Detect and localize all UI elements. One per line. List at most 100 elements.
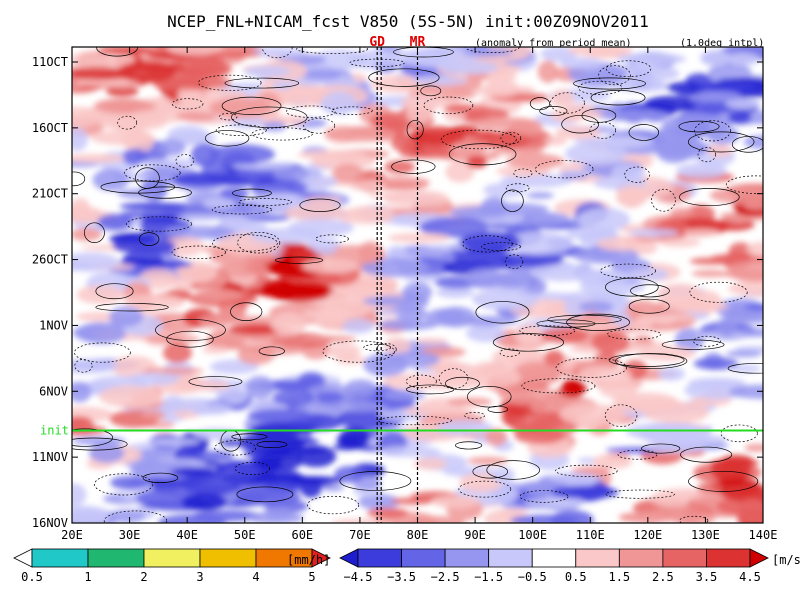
x-axis: 20E 30E 40E 50E 60E 70E 80E 90E 100E 110E 120E 130E… xyxy=(61,47,777,542)
contour xyxy=(258,346,285,356)
anomaly-patch xyxy=(202,198,236,209)
marker-label-mr: MR xyxy=(410,35,426,50)
anomaly-patch xyxy=(696,90,742,102)
contour xyxy=(466,386,512,408)
plot-area xyxy=(72,47,763,523)
anomaly-patch xyxy=(596,235,641,251)
anomaly-patch xyxy=(519,481,555,492)
colorbar-swatch xyxy=(618,548,664,568)
colorbar-swatch xyxy=(662,548,707,568)
colorbar-tick-label: 3 xyxy=(196,570,203,584)
anomaly-patch xyxy=(440,61,499,75)
anomaly-patch xyxy=(219,187,250,199)
contour xyxy=(221,96,282,115)
anomaly-patch xyxy=(485,223,526,231)
anomaly-patch xyxy=(490,147,545,155)
anomaly-patch xyxy=(746,241,763,257)
anomaly-patch xyxy=(327,401,389,412)
x-tick-label: 20E xyxy=(61,528,83,542)
anomaly-patch xyxy=(361,258,430,278)
anomaly-patch xyxy=(97,213,133,231)
anomaly-patch xyxy=(174,380,231,392)
anomaly-patch xyxy=(358,241,384,264)
contour xyxy=(448,143,517,166)
anomaly-patch xyxy=(370,75,426,93)
colorbar-tick-label: −0.5 xyxy=(518,570,547,584)
anomaly-patch xyxy=(119,257,166,265)
anomaly-patch xyxy=(468,366,522,390)
colorbar-swatch xyxy=(401,548,446,568)
contour xyxy=(363,343,392,352)
anomaly-patch xyxy=(327,343,361,359)
anomaly-patch xyxy=(162,342,192,364)
anomaly-patch xyxy=(92,168,129,192)
anomaly-patch xyxy=(436,420,493,436)
anomaly-patch xyxy=(119,202,186,211)
rain-colorbar: 0.5 1 2 3 4 5 [mm/h] xyxy=(13,548,331,584)
x-tick-label: 130E xyxy=(691,528,720,542)
anomaly-patch xyxy=(146,438,201,446)
y-tick-label: 6NOV xyxy=(39,384,68,398)
anomaly-patch xyxy=(689,397,711,408)
anomaly-patch xyxy=(716,317,738,337)
y-tick-label: 16NOV xyxy=(32,516,68,530)
anomaly-patch xyxy=(506,153,565,169)
contour xyxy=(462,235,513,253)
contour xyxy=(661,339,725,350)
anomaly-patch xyxy=(362,296,419,306)
anomaly-patch xyxy=(551,485,619,500)
anomaly-patch xyxy=(737,498,763,523)
anomaly-patch xyxy=(591,330,631,354)
anomaly-patch xyxy=(248,287,305,297)
anomaly-patch xyxy=(700,49,730,67)
contour xyxy=(322,340,395,363)
anomaly-patch xyxy=(445,160,475,183)
anomaly-patch xyxy=(272,389,315,406)
contour xyxy=(171,245,226,259)
anomaly-patch xyxy=(550,510,594,523)
anomaly-patch xyxy=(636,314,660,325)
anomaly-patch xyxy=(313,246,337,255)
anomaly-patch xyxy=(743,135,763,149)
anomaly-patch xyxy=(744,443,763,452)
contour xyxy=(547,314,622,325)
anomaly-patch xyxy=(577,207,631,232)
anomaly-patch xyxy=(263,506,292,519)
anomaly-patch xyxy=(661,114,731,137)
contour xyxy=(590,90,646,106)
contour xyxy=(505,183,530,193)
anomaly-patch xyxy=(321,91,357,116)
anomaly-patch xyxy=(262,121,287,132)
anomaly-patch xyxy=(574,416,599,432)
anomaly-patch xyxy=(540,327,589,344)
anomaly-patch xyxy=(270,312,307,336)
contour xyxy=(406,120,424,140)
contour xyxy=(251,127,313,141)
anomaly-patch xyxy=(196,450,235,462)
anomaly-patch xyxy=(164,75,232,90)
contour xyxy=(519,490,569,503)
colorbar-tick-label: 0.5 xyxy=(565,570,587,584)
contour xyxy=(521,378,596,394)
anomaly-patch xyxy=(101,99,157,113)
contour xyxy=(74,359,93,373)
anomaly-patch xyxy=(219,438,242,447)
anomaly-patch xyxy=(728,384,763,399)
anomaly-patch xyxy=(693,357,739,370)
anomaly-patch xyxy=(727,280,763,297)
anomaly-patch xyxy=(726,53,761,66)
anomaly-patch xyxy=(201,346,229,354)
contour xyxy=(368,68,440,87)
anomaly-patch xyxy=(245,375,275,399)
anomaly-patch xyxy=(331,518,394,523)
anomaly-patch xyxy=(273,167,310,181)
anomaly-patch xyxy=(300,68,342,81)
anomaly-patch xyxy=(122,148,148,166)
contour xyxy=(679,515,709,523)
anomaly-patch xyxy=(744,303,763,311)
contour xyxy=(589,121,616,139)
contour xyxy=(641,443,681,454)
x-tick-label: 120E xyxy=(633,528,662,542)
chart-subtitle-anomaly: (anomaly from period mean) xyxy=(475,38,632,49)
